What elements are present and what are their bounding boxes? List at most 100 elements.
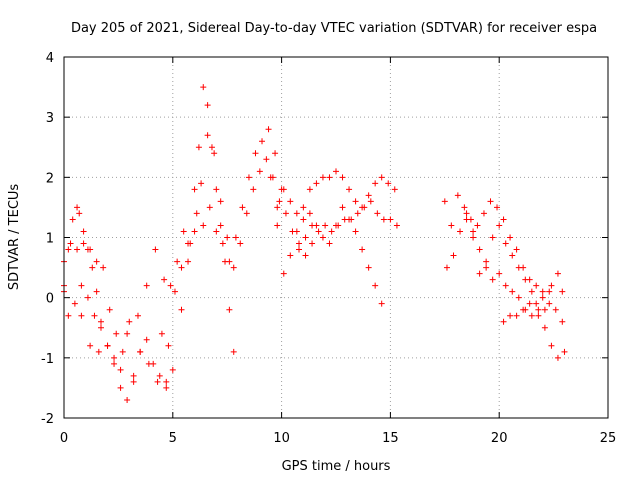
- data-point: [65, 312, 72, 319]
- data-point: [300, 204, 307, 211]
- data-point: [167, 282, 174, 289]
- data-point: [69, 216, 76, 223]
- data-point: [326, 240, 333, 247]
- data-point: [463, 210, 470, 217]
- data-point: [65, 246, 72, 253]
- data-point: [213, 186, 220, 193]
- data-point: [306, 186, 313, 193]
- data-point: [276, 198, 283, 205]
- data-point: [274, 204, 281, 211]
- data-point: [78, 312, 85, 319]
- data-point: [457, 228, 464, 235]
- data-point: [191, 228, 198, 235]
- data-point: [134, 312, 141, 319]
- series-arc-8: [267, 168, 398, 277]
- data-point: [476, 270, 483, 277]
- data-point: [185, 258, 192, 265]
- data-point: [178, 264, 185, 271]
- data-point: [306, 210, 313, 217]
- data-point: [163, 378, 170, 385]
- y-tick-label: 0: [46, 292, 54, 307]
- data-point: [470, 228, 477, 235]
- series-arc-4: [78, 312, 170, 385]
- data-point: [113, 330, 120, 337]
- data-point: [213, 228, 220, 235]
- data-point: [500, 216, 507, 223]
- data-point: [195, 144, 202, 151]
- data-point: [239, 204, 246, 211]
- data-point: [339, 174, 346, 181]
- data-point: [156, 372, 163, 379]
- data-point: [154, 378, 161, 385]
- data-point: [230, 348, 237, 355]
- data-point: [393, 222, 400, 229]
- data-point: [245, 174, 252, 181]
- data-point: [187, 240, 194, 247]
- data-point: [226, 306, 233, 313]
- data-point: [76, 210, 83, 217]
- data-point: [487, 198, 494, 205]
- x-tick-label: 20: [491, 431, 508, 446]
- data-point: [126, 318, 133, 325]
- data-point: [378, 300, 385, 307]
- data-point: [67, 240, 74, 247]
- data-point: [208, 144, 215, 151]
- series-arc-3: [61, 282, 176, 403]
- data-point: [461, 204, 468, 211]
- series-arc-9: [274, 186, 385, 307]
- data-point: [300, 216, 307, 223]
- data-point: [95, 348, 102, 355]
- data-point: [89, 264, 96, 271]
- data-point: [476, 246, 483, 253]
- data-point: [287, 252, 294, 259]
- data-point: [282, 210, 289, 217]
- x-tick-label: 0: [60, 431, 68, 446]
- data-point: [554, 270, 561, 277]
- data-point: [71, 300, 78, 307]
- y-tick-label: 4: [46, 51, 54, 66]
- data-point: [515, 294, 522, 301]
- data-point: [528, 312, 535, 319]
- data-point: [293, 228, 300, 235]
- data-point: [256, 168, 263, 175]
- data-point: [385, 180, 392, 187]
- axis-ticks: 0 5 10 15 20 25 -2 -1 0 1 2 3 4: [41, 51, 616, 446]
- data-point: [274, 222, 281, 229]
- data-point: [509, 252, 516, 259]
- data-point: [554, 354, 561, 361]
- y-tick-label: 1: [46, 232, 54, 247]
- data-point: [296, 240, 303, 247]
- data-point: [104, 342, 111, 349]
- data-point: [302, 234, 309, 241]
- data-point: [237, 240, 244, 247]
- data-point: [352, 228, 359, 235]
- data-point: [546, 288, 553, 295]
- series-arc-12: [443, 210, 568, 361]
- y-tick-label: 3: [46, 111, 54, 126]
- data-point: [520, 306, 527, 313]
- data-point: [441, 198, 448, 205]
- data-point: [87, 246, 94, 253]
- data-point: [97, 324, 104, 331]
- data-point: [378, 174, 385, 181]
- data-point: [130, 372, 137, 379]
- data-point: [541, 306, 548, 313]
- data-point: [361, 204, 368, 211]
- data-point: [483, 264, 490, 271]
- x-tick-label: 15: [382, 431, 399, 446]
- data-point: [158, 330, 165, 337]
- data-point: [513, 312, 520, 319]
- data-point: [250, 186, 257, 193]
- data-point: [463, 216, 470, 223]
- data-point: [470, 234, 477, 241]
- data-point: [130, 378, 137, 385]
- data-point: [111, 354, 118, 361]
- data-point: [243, 210, 250, 217]
- data-point: [302, 252, 309, 259]
- data-point: [489, 234, 496, 241]
- data-point: [198, 180, 205, 187]
- data-point: [313, 222, 320, 229]
- data-point: [272, 150, 279, 157]
- y-tick-label: 2: [46, 171, 54, 186]
- data-point: [391, 186, 398, 193]
